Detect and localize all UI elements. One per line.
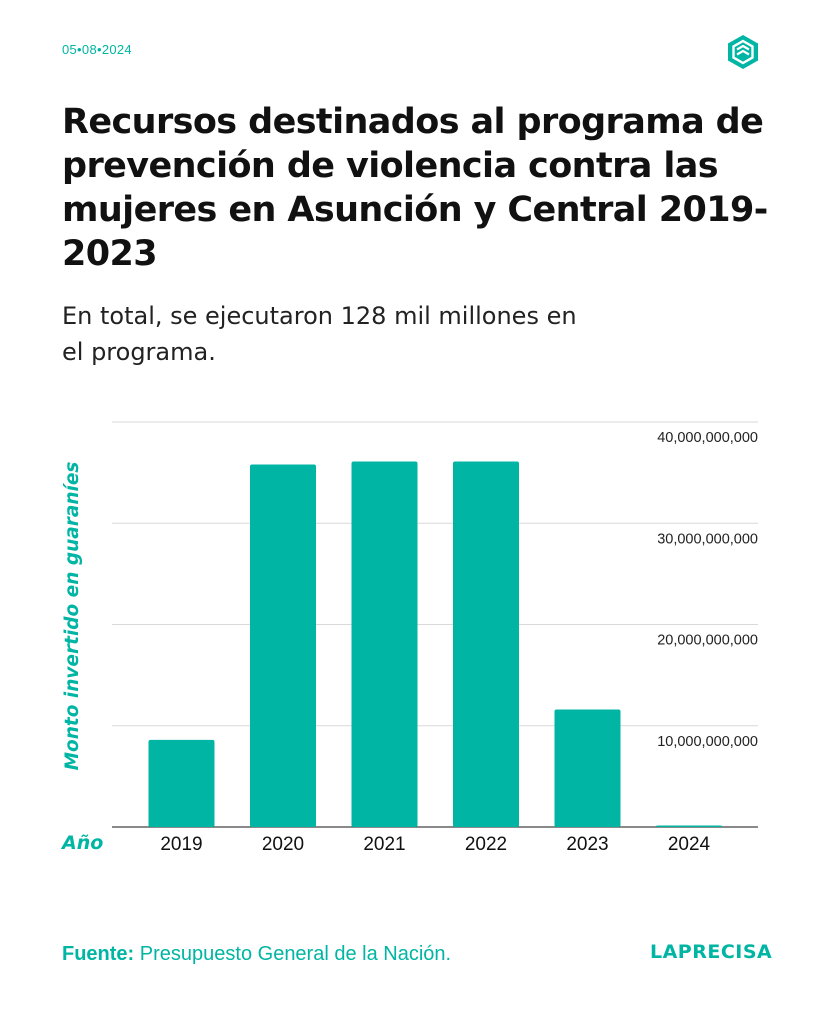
chart-title: Recursos destinados al programa de preve… bbox=[62, 102, 768, 274]
bar-2020 bbox=[250, 464, 316, 827]
bar-2022 bbox=[453, 461, 519, 827]
chart-subtitle: En total, se ejecutaron 128 mil millones… bbox=[62, 302, 577, 366]
bar-layer bbox=[148, 461, 722, 827]
x-tick-label: 2024 bbox=[668, 834, 711, 855]
y-tick-label: 40,000,000,000 bbox=[657, 430, 758, 446]
x-tick-label: 2021 bbox=[363, 834, 405, 855]
y-tick-label: 30,000,000,000 bbox=[657, 531, 758, 547]
x-tick-label: 2023 bbox=[566, 834, 608, 855]
grid-layer bbox=[112, 421, 758, 828]
x-tick-label: 2019 bbox=[160, 834, 202, 855]
bar-2023 bbox=[554, 709, 621, 827]
x-tick-label: 2022 bbox=[465, 834, 507, 855]
y-tick-label: 10,000,000,000 bbox=[657, 734, 758, 750]
bar-chart: 10,000,000,000 20,000,000,000 30,000,000,0… bbox=[60, 421, 758, 855]
tick-layer: 10,000,000,000 20,000,000,000 30,000,000,0… bbox=[657, 430, 758, 750]
category-label-layer: 2019 2020 2021 2022 2023 2024 bbox=[160, 834, 710, 855]
bar-2019 bbox=[148, 739, 215, 827]
bar-2021 bbox=[351, 461, 418, 827]
publication-date: 05•08•2024 bbox=[62, 42, 132, 57]
y-tick-label: 20,000,000,000 bbox=[657, 633, 758, 649]
x-axis-label: Año bbox=[60, 832, 103, 854]
source-text: Presupuesto General de la Nación. bbox=[139, 943, 452, 965]
source-label: Fuente: bbox=[62, 943, 135, 965]
brand-logo: LAPRECISA bbox=[650, 941, 773, 963]
y-axis-label: Monto invertido en guaraníes bbox=[62, 462, 83, 771]
la-precisa-hexagon-icon bbox=[728, 35, 758, 69]
source-note: Fuente: Presupuesto General de la Nación… bbox=[62, 943, 451, 966]
bar-2024 bbox=[656, 825, 722, 827]
x-tick-label: 2020 bbox=[262, 834, 304, 855]
